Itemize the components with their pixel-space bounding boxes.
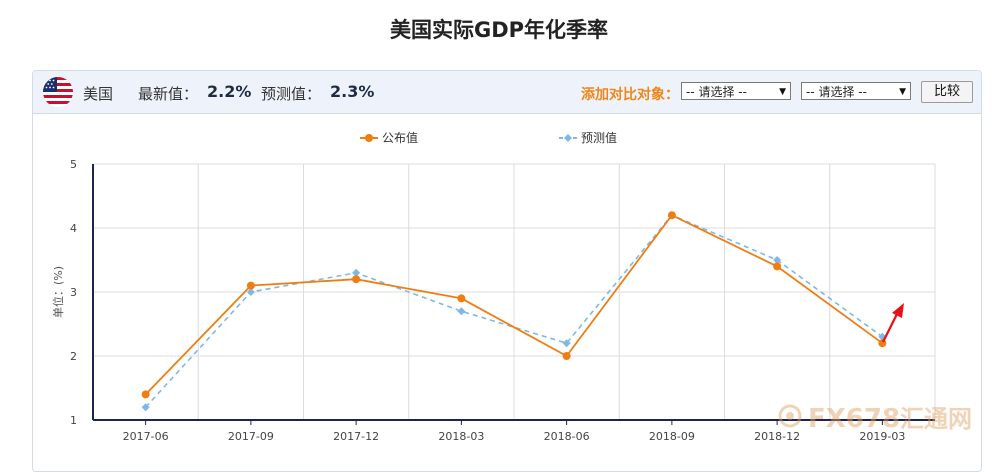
actual-point [878, 339, 887, 348]
gdp-line-chart: 公布值 预测值 1 2 3 4 5 2017-06 2017-09 2017-12 2018-0… [51, 130, 972, 443]
forecast-label: 预测值： [261, 85, 322, 103]
us-flag-icon [43, 77, 73, 107]
compare-label: 添加对比对象： [581, 87, 679, 103]
latest-label: 最新值： [138, 85, 199, 103]
page-title: 美国实际GDP年化季率 [389, 18, 609, 42]
y-tick-label: 3 [70, 286, 77, 299]
chart-grid [93, 163, 936, 421]
compare-select-1[interactable]: -- 请选择 -- ▼ [681, 82, 791, 100]
forecast-point [246, 288, 255, 296]
compare-select-2[interactable]: -- 请选择 -- ▼ [801, 82, 911, 100]
legend-actual-label[interactable]: 公布值 [382, 130, 418, 145]
legend-forecast-label[interactable]: 预测值 [581, 130, 617, 145]
legend-forecast-marker [564, 134, 572, 142]
chevron-down-icon: ▼ [899, 87, 906, 97]
x-tick-label: 2019-03 [859, 430, 905, 443]
compare-button[interactable]: 比较 [921, 81, 973, 103]
x-tick-label: 2018-12 [754, 430, 800, 443]
chart-axes: 1 2 3 4 5 2017-06 2017-09 2017-12 2018-03 2018-06… [70, 158, 935, 443]
actual-series-line [144, 214, 883, 396]
chart-series [141, 211, 887, 412]
forecast-point [457, 307, 466, 316]
chevron-down-icon: ▼ [779, 87, 786, 97]
actual-point [457, 294, 466, 303]
forecast-point [773, 256, 782, 264]
watermark: FX678 汇通网 [778, 404, 972, 434]
forecast-value: 2.3% [330, 82, 375, 101]
actual-point [773, 262, 782, 271]
forecast-series-line [145, 214, 883, 408]
y-tick-label: 1 [70, 414, 77, 427]
compare-select-2-value: -- 请选择 -- [806, 85, 867, 99]
y-tick-label: 4 [70, 222, 77, 235]
compare-select-1-value: -- 请选择 -- [686, 85, 747, 99]
panel-header: 美国 最新值： 2.2% 预测值： 2.3% 添加对比对象： -- 请选择 --… [33, 71, 981, 114]
actual-point [141, 390, 150, 399]
y-tick-label: 2 [70, 350, 77, 363]
legend-actual-marker [365, 134, 373, 142]
actual-point [352, 275, 361, 284]
trend-arrow-icon [882, 303, 904, 343]
actual-point [246, 281, 255, 290]
watermark-text: FX678 [808, 404, 900, 434]
forecast-point [141, 403, 150, 412]
y-tick-label: 5 [70, 158, 77, 171]
forecast-point [562, 339, 571, 348]
x-tick-label: 2017-06 [123, 430, 169, 443]
forecast-point [352, 268, 361, 277]
chart-panel: 美国 最新值： 2.2% 预测值： 2.3% 添加对比对象： -- 请选择 --… [32, 70, 982, 472]
actual-point [667, 211, 676, 220]
y-axis-label: 单位：(%) [51, 266, 65, 318]
x-tick-label: 2017-12 [333, 430, 379, 443]
x-tick-label: 2018-03 [438, 430, 484, 443]
latest-value: 2.2% [207, 82, 252, 101]
x-tick-label: 2018-06 [544, 430, 590, 443]
x-tick-label: 2018-09 [649, 430, 695, 443]
watermark-text-cn: 汇通网 [900, 405, 972, 433]
chart-legend: 公布值 预测值 [360, 130, 617, 145]
country-name: 美国 [83, 85, 114, 103]
x-tick-label: 2017-09 [228, 430, 274, 443]
actual-point [562, 352, 571, 360]
